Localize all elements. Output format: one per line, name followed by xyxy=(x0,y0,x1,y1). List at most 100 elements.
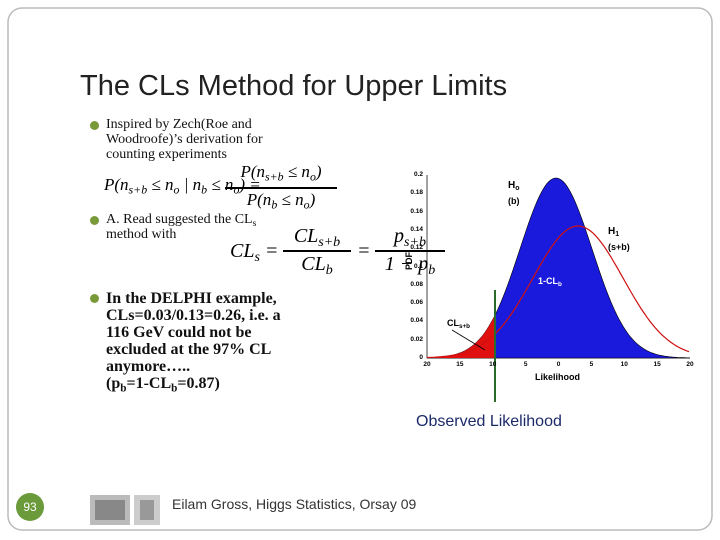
title: The CLs Method for Upper Limits xyxy=(80,70,508,102)
text-run: H xyxy=(508,180,516,191)
subscript: b xyxy=(325,263,333,279)
y-tick-label: 0.12 xyxy=(410,244,423,252)
subscript: o xyxy=(303,197,310,212)
text-run: CL xyxy=(230,240,255,262)
fraction-denominator: CLb xyxy=(283,253,351,279)
slide-border xyxy=(7,7,713,531)
text-run: (p xyxy=(106,375,121,392)
text-run: ≤ n xyxy=(277,190,304,209)
y-tick-label: 0.18 xyxy=(410,189,423,197)
text-run: CL xyxy=(293,225,319,247)
y-tick-label: 0 xyxy=(419,354,423,361)
bullet-marker xyxy=(90,121,99,130)
bullet-line: (pb=1-CLb=0.87) xyxy=(106,375,220,397)
subscript: s+b xyxy=(318,235,341,251)
clsb-pointer xyxy=(451,329,486,351)
text-run: ≤ n xyxy=(207,175,234,194)
subscript: o xyxy=(173,182,180,197)
text-run: CL xyxy=(447,318,459,328)
text-run: 1 − p xyxy=(384,253,429,275)
x-tick-label: 5 xyxy=(523,361,528,368)
page-badge xyxy=(16,493,44,521)
y-axis-label: PDF xyxy=(404,252,414,270)
logo xyxy=(90,495,160,525)
subscript: b xyxy=(201,182,208,197)
h1-label: (s+b) xyxy=(608,242,630,252)
bullet-line: A. Read suggested the CLs xyxy=(106,212,256,231)
text-run: | n xyxy=(179,175,202,194)
h1-distribution xyxy=(427,225,690,359)
bullet-line: In the DELPHI example, xyxy=(106,290,277,307)
fraction-bar xyxy=(283,250,351,252)
fraction-bar xyxy=(375,250,445,252)
text-run: P(n xyxy=(104,175,129,194)
text-run: = xyxy=(357,240,371,262)
bullet-line: 116 GeV could not be xyxy=(106,324,252,341)
text-run: ≤ n xyxy=(283,162,310,181)
y-tick-label: 0.1 xyxy=(413,262,423,270)
text-run: A. Read suggested the CL xyxy=(106,212,253,227)
y-tick-label: 0.04 xyxy=(410,317,423,325)
bullet-line: CLs=0.03/0.13=0.26, i.e. a xyxy=(106,307,281,324)
x-tick-label: 0 xyxy=(556,361,561,368)
text-run: P(n xyxy=(246,190,272,209)
text-run: 116 GeV could not be xyxy=(106,324,252,341)
subscript: s+b xyxy=(459,322,471,330)
text-run: P(n xyxy=(240,162,265,181)
text-run: ) xyxy=(309,190,316,209)
subscript: b xyxy=(428,263,436,279)
fraction-denominator: P(nb ≤ no) xyxy=(225,190,337,213)
text-run: CLs=0.03/0.13=0.26, i.e. a xyxy=(106,307,281,324)
page-number: 93 xyxy=(23,500,37,514)
observed-label: Observed Likelihood xyxy=(416,413,562,430)
formula-lhs: CLs = xyxy=(230,240,278,266)
y-tick-label: 0.16 xyxy=(410,207,423,215)
fraction-bar xyxy=(225,187,337,189)
x-axis-label: Likelihood xyxy=(535,372,580,382)
text-run: In the DELPHI example, xyxy=(106,290,277,307)
subscript: s+b xyxy=(128,182,148,197)
fraction-numerator: P(ns+b ≤ no) xyxy=(225,162,337,185)
text-run: CL xyxy=(301,253,326,275)
subscript: o xyxy=(233,182,240,197)
text-run: ) = xyxy=(239,175,261,194)
subscript: b xyxy=(558,280,562,288)
bullet-marker xyxy=(90,216,99,225)
h0-distribution xyxy=(426,177,691,359)
y-tick-label: 0.06 xyxy=(410,299,423,307)
formula-equals: = xyxy=(357,240,371,263)
x-tick-label: 5 xyxy=(589,361,594,368)
text-run: ≤ n xyxy=(147,175,174,194)
bullet-line: counting experiments xyxy=(106,147,227,162)
text-run: = xyxy=(259,240,279,262)
subscript: o xyxy=(309,169,316,184)
bullet-line: excluded at the 97% CL xyxy=(106,341,271,358)
text-run: method with xyxy=(106,227,177,242)
h1-label: H1 xyxy=(608,226,619,238)
subscript: b xyxy=(271,197,278,212)
subscript: o xyxy=(515,185,520,193)
text-run: Woodroofe)’s derivation for xyxy=(106,132,263,147)
x-tick-label: 10 xyxy=(620,361,628,368)
h0-label: Ho xyxy=(508,180,520,192)
x-tick-label: 15 xyxy=(456,361,464,368)
y-tick-label: 0.02 xyxy=(410,335,423,343)
bullet-line: Inspired by Zech(Roe and xyxy=(106,117,252,132)
text-run: 1-CL xyxy=(538,276,558,286)
text-run: excluded at the 97% CL xyxy=(106,341,272,358)
bullet-line: Woodroofe)’s derivation for xyxy=(106,132,263,147)
fraction-numerator: CLs+b xyxy=(283,225,351,251)
bullet-line: method with xyxy=(106,227,176,242)
text-run: anymore….. xyxy=(106,358,191,375)
text-run: p xyxy=(394,225,405,247)
subscript: b xyxy=(171,382,178,395)
x-tick-label: 20 xyxy=(686,361,694,368)
text-run: counting experiments xyxy=(106,147,227,162)
text-run: Inspired by Zech(Roe and xyxy=(106,117,252,132)
y-tick-label: 0.2 xyxy=(413,171,423,178)
h0-label: (b) xyxy=(508,196,520,206)
subscript: s xyxy=(252,217,257,229)
x-tick-label: 10 xyxy=(489,361,497,368)
y-tick-label: 0.08 xyxy=(410,280,423,288)
